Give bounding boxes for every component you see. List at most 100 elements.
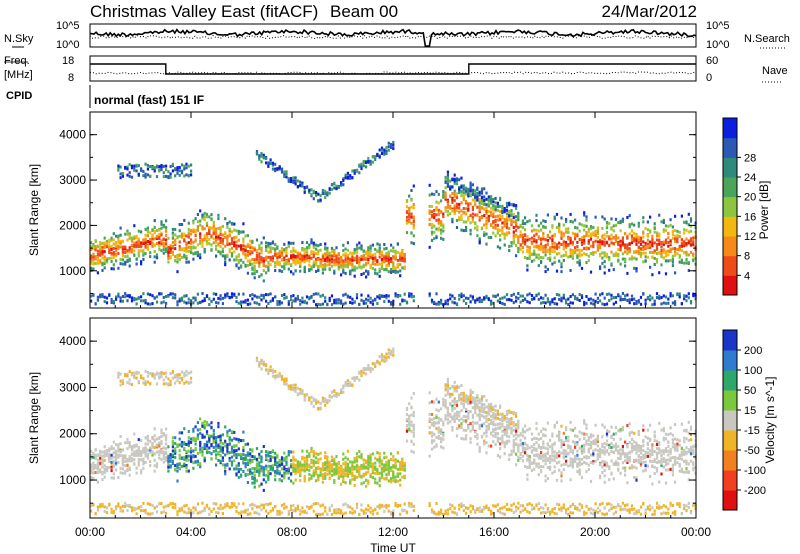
power-cell (658, 251, 661, 255)
velocity-cell (137, 438, 140, 442)
velocity-cell (176, 510, 179, 514)
velocity-cell (140, 450, 143, 454)
velocity-cell (167, 377, 170, 381)
power-cell (626, 293, 629, 297)
velocity-cell (308, 454, 311, 458)
power-cell (510, 219, 513, 223)
velocity-cell (149, 372, 152, 376)
velocity-cell (269, 466, 272, 470)
colorbar-frame (722, 117, 738, 296)
velocity-cell (215, 463, 218, 467)
power-cell (567, 303, 570, 306)
power-cell (560, 243, 563, 246)
noise-right-tick-top: 10^5 (706, 20, 730, 32)
velocity-cell (299, 391, 302, 395)
power-cell (233, 244, 236, 247)
power-cell (544, 238, 547, 242)
power-cell (96, 295, 99, 299)
power-cell (333, 258, 336, 262)
power-cell (326, 249, 329, 253)
power-cell (637, 299, 640, 303)
velocity-cell (205, 448, 209, 452)
power-cell (178, 248, 181, 251)
power-cell (260, 249, 263, 253)
power-cell (174, 243, 177, 247)
power-cell (501, 228, 504, 231)
power-cell (299, 260, 302, 263)
velocity-cell (165, 371, 168, 375)
velocity-cell (267, 470, 270, 474)
colorbar-tick-label: 12 (744, 231, 756, 243)
power-cell (212, 228, 215, 231)
velocity-cell (278, 373, 281, 377)
velocity-cell (149, 382, 152, 386)
velocity-cell (221, 448, 224, 452)
power-cell (162, 251, 165, 255)
velocity-cell (278, 470, 281, 474)
power-cell (442, 215, 445, 219)
power-cell (658, 294, 661, 298)
power-cell (626, 252, 629, 256)
power-cell (133, 164, 136, 168)
velocity-cell (153, 458, 156, 462)
power-cell (192, 252, 195, 256)
power-cell (333, 261, 336, 265)
power-cell (208, 297, 211, 301)
power-cell (515, 204, 518, 208)
power-cell (412, 203, 415, 206)
velocity-cell (126, 504, 129, 508)
velocity-cell (117, 476, 120, 479)
power-cell (315, 194, 318, 197)
velocity-cell (101, 459, 104, 463)
power-cell (299, 269, 302, 273)
power-cell (315, 303, 318, 307)
power-cell (533, 238, 536, 242)
power-cell (601, 215, 604, 219)
velocity-cell (169, 379, 172, 383)
power-cell (399, 269, 402, 273)
power-cell (542, 246, 545, 250)
power-cell (328, 191, 331, 195)
power-cell (462, 187, 465, 191)
power-cell (274, 167, 277, 171)
power-cell (578, 251, 581, 255)
velocity-cell (242, 449, 245, 453)
velocity-cell (210, 510, 213, 513)
power-cell (578, 248, 581, 252)
velocity-cell (301, 389, 304, 392)
power-cell (655, 258, 659, 261)
power-cell (442, 195, 445, 199)
power-cell (449, 195, 452, 199)
velocity-cell (278, 463, 281, 467)
power-cell (185, 234, 188, 238)
velocity-cell (137, 446, 140, 450)
velocity-cell (178, 376, 181, 380)
power-cell (644, 255, 647, 259)
power-cell (221, 254, 224, 258)
velocity-cell (192, 427, 195, 431)
power-cell (490, 299, 493, 303)
power-cell (621, 219, 624, 222)
power-cell (428, 210, 431, 214)
power-cell (180, 223, 184, 226)
power-cell (583, 228, 586, 232)
velocity-cell (103, 471, 106, 475)
power-cell (228, 227, 231, 231)
power-cell (355, 257, 359, 261)
power-cell (428, 183, 431, 187)
power-cell (365, 301, 368, 305)
velocity-cell (255, 358, 259, 362)
power-cell (446, 176, 449, 180)
power-cell (603, 243, 606, 247)
power-cell (274, 269, 277, 272)
power-cell (258, 261, 261, 265)
power-cell (178, 166, 181, 169)
velocity-cell (121, 463, 124, 467)
velocity-cell (310, 465, 313, 469)
power-cell (151, 302, 154, 306)
power-cell (555, 226, 559, 229)
power-cell (324, 189, 327, 193)
power-cell (505, 216, 509, 219)
power-cell (387, 256, 390, 259)
power-cell (476, 225, 479, 229)
